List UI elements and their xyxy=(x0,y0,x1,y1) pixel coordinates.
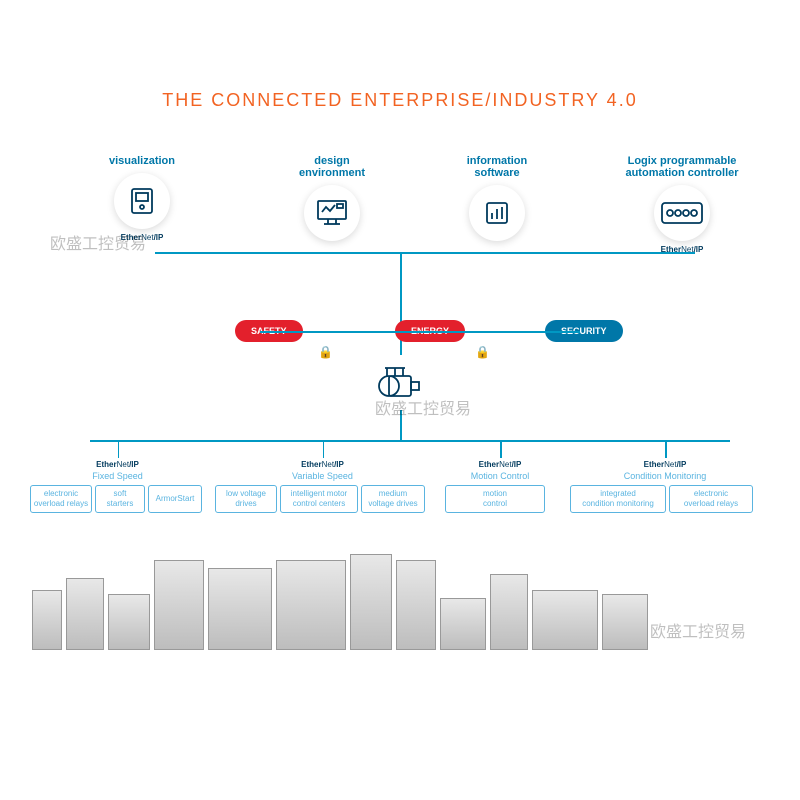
node-icon-circle xyxy=(469,185,525,241)
group-drop-line xyxy=(665,440,667,458)
category-box: medium voltage drives xyxy=(361,485,425,513)
category-box: electronic overload relays xyxy=(669,485,753,513)
category-box: integrated condition monitoring xyxy=(570,485,666,513)
watermark-text: 欧盛工控贸易 xyxy=(375,395,471,419)
group-3: EtherNet/IP Condition Monitoring integrate… xyxy=(570,460,760,513)
category-box: low voltage drives xyxy=(215,485,277,513)
node-icon-circle xyxy=(114,173,170,229)
product-image-10 xyxy=(532,590,598,650)
group-drop-line xyxy=(323,440,325,458)
product-image-0 xyxy=(32,590,62,650)
product-image-9 xyxy=(490,574,528,650)
lock-icon-right: 🔒 xyxy=(475,345,490,359)
group-0: EtherNet/IP Fixed Speed electronic overloa… xyxy=(30,460,205,513)
top-node-label: information software xyxy=(427,155,567,179)
top-node-0: visualizationEtherNet/IP xyxy=(72,155,212,242)
product-image-4 xyxy=(208,568,272,650)
top-node-label: design environment xyxy=(262,155,402,179)
ethernet-label: EtherNet/IP xyxy=(612,245,752,254)
category-box: electronic overload relays xyxy=(30,485,92,513)
watermark-text: 欧盛工控贸易 xyxy=(50,230,146,254)
category-box: soft starters xyxy=(95,485,145,513)
product-image-11 xyxy=(602,594,648,650)
group-ethernet-label: EtherNet/IP xyxy=(30,460,205,469)
group-subtitle: Motion Control xyxy=(445,471,555,481)
product-image-5 xyxy=(276,560,346,650)
pill-bus-line xyxy=(260,331,580,333)
group-2: EtherNet/IP Motion Control motion control xyxy=(445,460,555,513)
node-icon-circle xyxy=(304,185,360,241)
product-image-6 xyxy=(350,554,392,650)
product-image-8 xyxy=(440,598,486,650)
group-drop-line xyxy=(500,440,502,458)
group-box-row: integrated condition monitoringelectroni… xyxy=(570,485,760,513)
product-image-2 xyxy=(108,594,150,650)
group-1: EtherNet/IP Variable Speed low voltage dri… xyxy=(215,460,430,513)
product-image-3 xyxy=(154,560,204,650)
node-icon-circle xyxy=(654,185,710,241)
top-node-label: Logix programmable automation controller xyxy=(612,155,752,179)
top-node-label: visualization xyxy=(72,155,212,167)
top-node-2: information software xyxy=(427,155,567,241)
group-ethernet-label: EtherNet/IP xyxy=(570,460,760,469)
group-ethernet-label: EtherNet/IP xyxy=(215,460,430,469)
category-box: ArmorStart xyxy=(148,485,202,513)
group-box-row: motion control xyxy=(445,485,555,513)
product-image-7 xyxy=(396,560,436,650)
lock-icon-left: 🔒 xyxy=(318,345,333,359)
watermark-text: 欧盛工控贸易 xyxy=(650,618,746,642)
category-box: motion control xyxy=(445,485,545,513)
main-title: THE CONNECTED ENTERPRISE/INDUSTRY 4.0 xyxy=(0,0,800,111)
mid-vline xyxy=(400,252,402,360)
group-subtitle: Fixed Speed xyxy=(30,471,205,481)
group-subtitle: Condition Monitoring xyxy=(570,471,760,481)
group-box-row: low voltage drivesintelligent motor cont… xyxy=(215,485,430,513)
category-box: intelligent motor control centers xyxy=(280,485,358,513)
top-node-1: design environment xyxy=(262,155,402,241)
product-image-1 xyxy=(66,578,104,650)
group-subtitle: Variable Speed xyxy=(215,471,430,481)
group-box-row: electronic overload relayssoft startersA… xyxy=(30,485,205,513)
group-drop-line xyxy=(118,440,120,458)
group-ethernet-label: EtherNet/IP xyxy=(445,460,555,469)
lower-bus-line xyxy=(90,440,730,442)
top-node-3: Logix programmable automation controller… xyxy=(612,155,752,254)
